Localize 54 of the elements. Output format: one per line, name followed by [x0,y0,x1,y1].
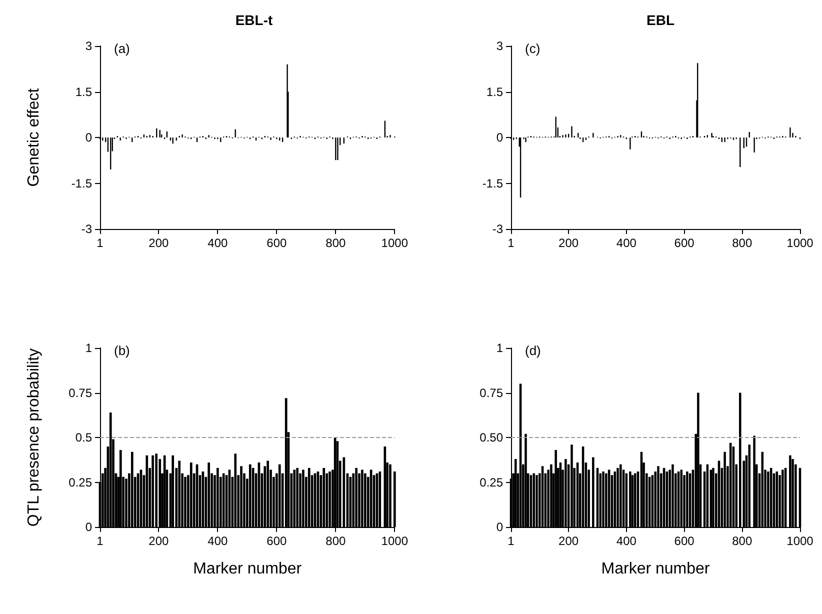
y-tick-label: 1.5 [75,84,92,99]
x-tick-label: 600 [674,534,695,548]
y-tick-label: 0.75 [68,386,92,400]
y-tick-label: 1 [85,341,92,355]
x-axis-title: Marker number [601,560,710,578]
chart-title: EBL [646,12,675,28]
x-axis-title: Marker number [193,560,302,578]
x-tick-label: 1 [508,534,515,548]
y-tick-label: 1 [496,341,504,355]
x-tick-label: 600 [674,236,695,250]
annotation: (c) [525,41,540,56]
x-tick-label: 400 [616,534,637,548]
y-tick-label: -3 [492,222,504,236]
y-axis-title: Genetic effect [26,88,42,187]
x-tick-label: 600 [266,236,288,250]
x-tick-label: 1000 [786,534,814,548]
chart-title: EBL-t [235,12,273,28]
x-tick-label: 800 [326,236,346,250]
y-tick-label: 1.5 [486,84,504,99]
x-tick-label: 1000 [786,236,814,250]
y-tick-label: 0 [85,130,92,144]
annotation: (b) [114,343,130,358]
y-tick-label: 0.25 [68,475,92,490]
x-tick-label: 800 [326,534,346,548]
y-tick-label: 0.75 [480,386,504,400]
x-tick-label: 200 [558,236,579,250]
x-tick-label: 1 [96,236,104,250]
annotation: (d) [525,343,541,358]
y-tick-label: 3 [496,39,504,53]
y-tick-label: -1.5 [71,176,92,190]
x-tick-label: 200 [148,236,170,250]
x-tick-label: 1000 [381,236,408,250]
x-tick-label: 400 [208,236,228,250]
x-tick-label: 400 [208,534,228,548]
y-tick-label: 0.5 [75,430,92,444]
x-tick-label: 1000 [381,534,408,548]
x-tick-label: 200 [148,534,170,548]
y-tick-label: -3 [81,222,92,236]
x-tick-label: 1 [508,236,515,250]
x-tick-label: 400 [616,236,637,250]
y-tick-label: 0 [496,130,504,144]
y-tick-label: 0.50 [480,430,504,444]
x-tick-label: 600 [266,534,288,548]
annotation: (a) [114,41,130,56]
y-tick-label: 3 [85,39,92,53]
x-tick-label: 800 [732,236,752,250]
y-tick-label: 0 [85,520,92,534]
y-tick-label: -1.5 [482,176,504,190]
y-tick-label: 0.25 [480,475,504,490]
x-tick-label: 200 [558,534,579,548]
x-tick-label: 800 [732,534,752,548]
y-axis-title: QTL presence probability [26,348,42,527]
x-tick-label: 1 [96,534,104,548]
y-tick-label: 0 [496,520,504,534]
